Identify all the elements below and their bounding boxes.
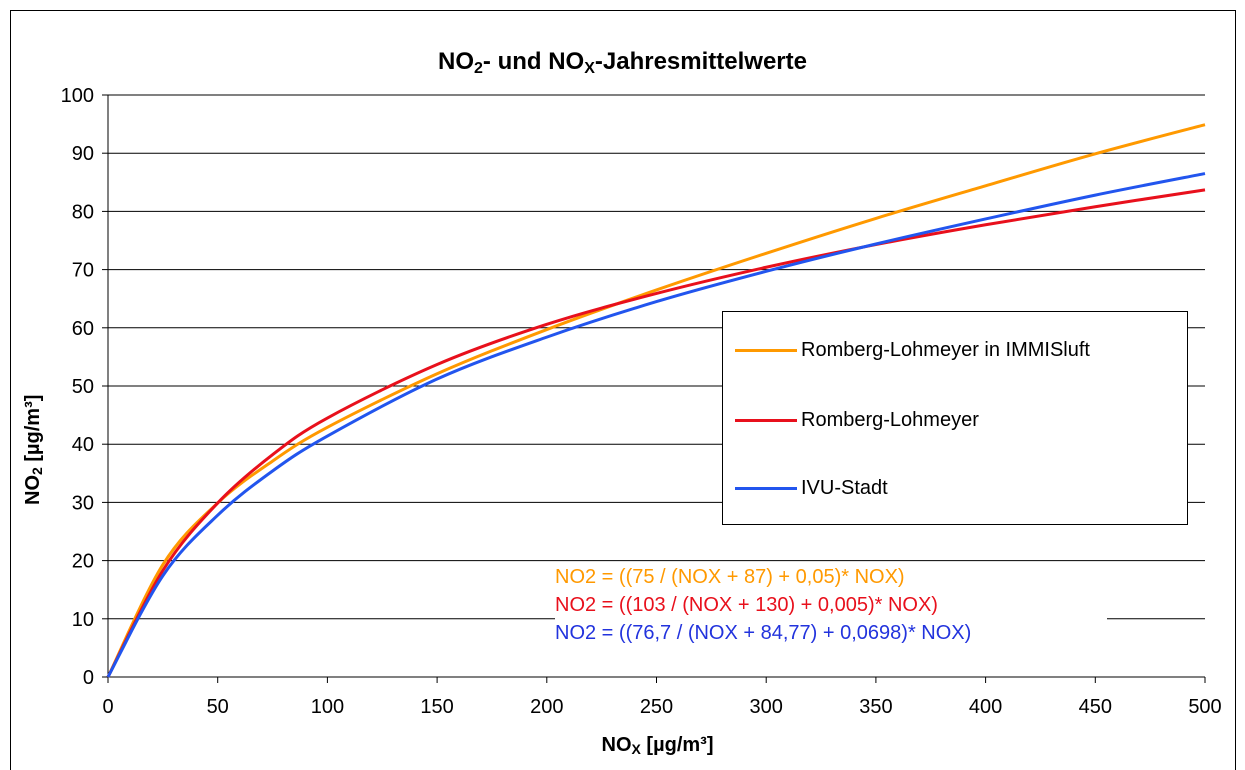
x-tick-label: 150 [420, 696, 453, 718]
x-tick-label: 500 [1188, 696, 1221, 718]
chart-title: NO2- und NOX-Jahresmittelwerte [438, 48, 807, 77]
formula-blue: NO2 = ((76,7 / (NOX + 84,77) + 0,0698)* … [555, 622, 972, 644]
y-tick-label: 40 [72, 434, 94, 456]
y-tick-label: 100 [61, 85, 94, 107]
legend-swatch [735, 418, 797, 422]
formula-orange: NO2 = ((75 / (NOX + 87) + 0,05)* NOX) [555, 566, 905, 588]
gridlines [108, 94, 1205, 620]
legend-label: Romberg-Lohmeyer in IMMISluft [801, 338, 1090, 361]
legend-item: Romberg-Lohmeyer [735, 408, 979, 432]
x-tick-label: 50 [207, 696, 229, 718]
x-axis-label: NOX [µg/m³] [601, 734, 714, 757]
y-tick-label: 70 [72, 260, 94, 282]
y-tick-label: 50 [72, 376, 94, 398]
x-tick-label: 300 [750, 696, 783, 718]
legend-item: IVU-Stadt [735, 476, 888, 500]
x-tick-label: 450 [1079, 696, 1112, 718]
x-tick-label: 200 [530, 696, 563, 718]
y-tick-label: 90 [72, 143, 94, 165]
y-tick-label: 60 [72, 318, 94, 340]
x-tick-label: 0 [102, 696, 113, 718]
x-tick-label: 100 [311, 696, 344, 718]
y-axis-label: NO2 [µg/m³] [22, 394, 45, 505]
x-tick-label: 400 [969, 696, 1002, 718]
tick-labels: 0 10 20 30 40 50 60 70 80 90 100 0 50 100 150 200 250 300… [61, 85, 1222, 718]
y-tick-label: 30 [72, 492, 94, 514]
formula-red: NO2 = ((103 / (NOX + 130) + 0,005)* NOX) [555, 594, 938, 616]
legend: Romberg-Lohmeyer in IMMISluft Romberg-Lo… [722, 311, 1188, 525]
formula-box: NO2 = ((75 / (NOX + 87) + 0,05)* NOX) NO… [555, 563, 1107, 647]
series-lines [106, 123, 1206, 678]
legend-swatch [735, 348, 797, 352]
chart-frame [10, 10, 1236, 770]
legend-swatch [735, 486, 797, 490]
y-tick-label: 80 [72, 201, 94, 223]
y-tick-label: 0 [83, 667, 94, 689]
axes [102, 94, 1206, 683]
series-line-1 [106, 188, 1206, 678]
y-tick-label: 10 [72, 609, 94, 631]
x-tick-label: 250 [640, 696, 673, 718]
x-tick-label: 350 [859, 696, 892, 718]
series-line-2 [106, 172, 1206, 678]
y-tick-label: 20 [72, 551, 94, 573]
legend-label: IVU-Stadt [801, 476, 888, 499]
legend-label: Romberg-Lohmeyer [801, 408, 979, 431]
legend-item: Romberg-Lohmeyer in IMMISluft [735, 338, 1090, 362]
